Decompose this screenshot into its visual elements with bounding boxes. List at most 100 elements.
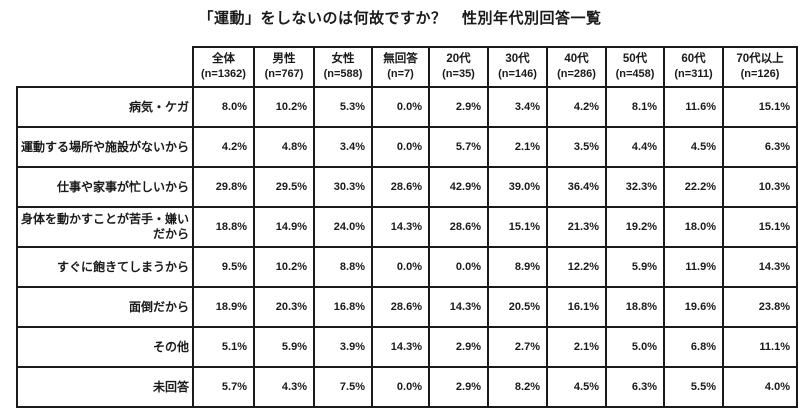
value-cell: 39.0% bbox=[487, 166, 548, 208]
value-cell: 3.4% bbox=[313, 126, 373, 168]
column-n: (n=1362) bbox=[201, 68, 246, 81]
column-label: 20代 bbox=[446, 53, 471, 66]
table-body: 病気・ケガ 8.0% 10.2% 5.3% 0.0% 2.9% 3.4% 4.2% 8.1% 11… bbox=[16, 86, 798, 408]
corner-cell bbox=[17, 47, 193, 87]
value-cell: 6.3% bbox=[722, 126, 798, 168]
column-n: (n=311) bbox=[674, 68, 713, 81]
value-cell: 5.0% bbox=[605, 326, 665, 368]
value-cell: 18.8% bbox=[605, 286, 665, 328]
value-cell: 8.2% bbox=[487, 366, 548, 408]
value-cell: 36.4% bbox=[546, 166, 607, 208]
value-cell: 0.0% bbox=[371, 86, 430, 128]
row-label: 面倒だから bbox=[16, 286, 194, 328]
value-cell: 18.0% bbox=[663, 206, 724, 248]
value-cell: 4.0% bbox=[722, 366, 798, 408]
row-label: 身体を動かすことが苦手・嫌いだから bbox=[16, 206, 194, 248]
value-cell: 6.3% bbox=[605, 366, 665, 408]
value-cell: 5.1% bbox=[192, 326, 255, 368]
table-row: 身体を動かすことが苦手・嫌いだから 18.8% 14.9% 24.0% 14.3% 28.… bbox=[16, 206, 798, 248]
value-cell: 4.5% bbox=[546, 366, 607, 408]
value-cell: 5.7% bbox=[192, 366, 255, 408]
value-cell: 22.2% bbox=[663, 166, 724, 208]
column-header: 70代以上 (n=126) bbox=[722, 46, 798, 88]
column-header: 全体 (n=1362) bbox=[192, 46, 255, 88]
value-cell: 6.8% bbox=[663, 326, 724, 368]
value-cell: 15.1% bbox=[487, 206, 548, 248]
value-cell: 4.4% bbox=[605, 126, 665, 168]
value-cell: 14.3% bbox=[722, 246, 798, 288]
value-cell: 30.3% bbox=[313, 166, 373, 208]
column-label: 無回答 bbox=[383, 53, 418, 66]
column-label: 40代 bbox=[564, 53, 589, 66]
value-cell: 8.8% bbox=[313, 246, 373, 288]
value-cell: 2.1% bbox=[546, 326, 607, 368]
value-cell: 10.2% bbox=[253, 86, 315, 128]
value-cell: 15.1% bbox=[722, 206, 798, 248]
value-cell: 2.9% bbox=[428, 86, 489, 128]
value-cell: 28.6% bbox=[428, 206, 489, 248]
column-label: 60代 bbox=[681, 53, 706, 66]
row-label: 未回答 bbox=[16, 366, 194, 408]
value-cell: 29.5% bbox=[253, 166, 315, 208]
column-header: 無回答 (n=7) bbox=[371, 46, 430, 88]
value-cell: 20.3% bbox=[253, 286, 315, 328]
column-n: (n=126) bbox=[740, 68, 780, 81]
value-cell: 19.6% bbox=[663, 286, 724, 328]
value-cell: 7.5% bbox=[313, 366, 373, 408]
value-cell: 9.5% bbox=[192, 246, 255, 288]
value-cell: 42.9% bbox=[428, 166, 489, 208]
value-cell: 0.0% bbox=[371, 366, 430, 408]
value-cell: 10.3% bbox=[722, 166, 798, 208]
value-cell: 4.2% bbox=[192, 126, 255, 168]
page-title: 「運動」をしないのは何故ですか？ 性別年代別回答一覧 bbox=[198, 10, 602, 27]
value-cell: 3.9% bbox=[313, 326, 373, 368]
value-cell: 15.1% bbox=[722, 86, 798, 128]
value-cell: 3.4% bbox=[487, 86, 548, 128]
column-label: 全体 bbox=[212, 53, 235, 66]
column-label: 50代 bbox=[622, 53, 648, 66]
value-cell: 8.0% bbox=[192, 86, 255, 128]
column-n: (n=458) bbox=[615, 68, 655, 81]
table-row: 運動する場所や施設がないから 4.2% 4.8% 3.4% 0.0% 5.7% 2.1% 3.… bbox=[16, 126, 798, 168]
column-label: 女性 bbox=[331, 53, 355, 66]
row-label: 運動する場所や施設がないから bbox=[16, 126, 194, 168]
value-cell: 16.8% bbox=[313, 286, 373, 328]
value-cell: 20.5% bbox=[487, 286, 548, 328]
column-header: 60代 (n=311) bbox=[663, 46, 724, 88]
value-cell: 29.8% bbox=[192, 166, 255, 208]
row-label: すぐに飽きてしまうから bbox=[16, 246, 194, 288]
column-n: (n=767) bbox=[264, 68, 304, 81]
value-cell: 18.9% bbox=[192, 286, 255, 328]
column-label: 30代 bbox=[505, 53, 530, 66]
value-cell: 12.2% bbox=[546, 246, 607, 288]
value-cell: 4.8% bbox=[253, 126, 315, 168]
value-cell: 14.3% bbox=[371, 326, 430, 368]
table-row: 病気・ケガ 8.0% 10.2% 5.3% 0.0% 2.9% 3.4% 4.2% 8.1% 11… bbox=[16, 86, 798, 128]
column-n: (n=146) bbox=[498, 68, 537, 81]
value-cell: 28.6% bbox=[371, 286, 430, 328]
value-cell: 5.7% bbox=[428, 126, 489, 168]
row-label: 仕事や家事が忙しいから bbox=[16, 166, 194, 208]
value-cell: 4.2% bbox=[546, 86, 607, 128]
value-cell: 11.6% bbox=[663, 86, 724, 128]
value-cell: 14.3% bbox=[428, 286, 489, 328]
value-cell: 14.3% bbox=[371, 206, 430, 248]
column-n: (n=35) bbox=[442, 68, 475, 81]
value-cell: 14.9% bbox=[253, 206, 315, 248]
column-n: (n=286) bbox=[557, 68, 596, 81]
value-cell: 2.7% bbox=[487, 326, 548, 368]
survey-table: 全体 (n=1362) 男性 (n=767) 女性 (n=588) 無回答 (n=7) 20代 (… bbox=[16, 46, 798, 408]
row-label: 病気・ケガ bbox=[16, 86, 194, 128]
column-header: 20代 (n=35) bbox=[428, 46, 489, 88]
value-cell: 3.5% bbox=[546, 126, 607, 168]
table-row: 面倒だから 18.9% 20.3% 16.8% 28.6% 14.3% 20.5% 16.1%… bbox=[16, 286, 798, 328]
table-row: その他 5.1% 5.9% 3.9% 14.3% 2.9% 2.7% 2.1% 5.0% 6.8%… bbox=[16, 326, 798, 368]
value-cell: 2.9% bbox=[428, 366, 489, 408]
value-cell: 11.1% bbox=[722, 326, 798, 368]
column-header: 30代 (n=146) bbox=[487, 46, 548, 88]
column-header: 男性 (n=767) bbox=[253, 46, 315, 88]
value-cell: 23.8% bbox=[722, 286, 798, 328]
table-row: 仕事や家事が忙しいから 29.8% 29.5% 30.3% 28.6% 42.9% 39.0… bbox=[16, 166, 798, 208]
column-n: (n=7) bbox=[387, 68, 414, 81]
